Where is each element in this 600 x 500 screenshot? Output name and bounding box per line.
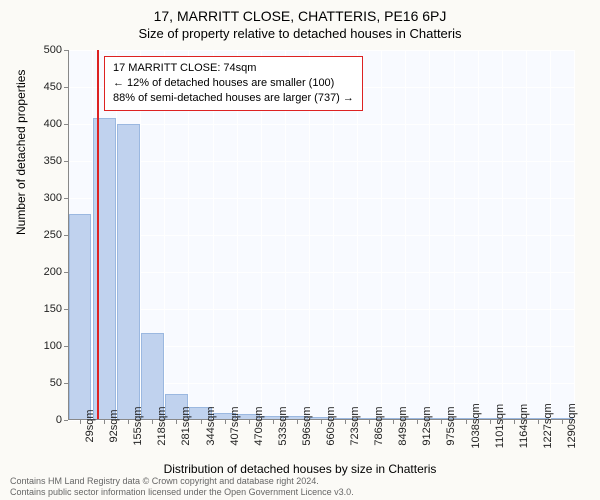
x-tick-label: 92sqm <box>108 409 120 442</box>
chart-plot-area: 050100150200250300350400450500 29sqm92sq… <box>68 50 574 420</box>
grid-line <box>526 50 527 420</box>
grid-line <box>454 50 455 420</box>
x-tick-label: 1164sqm <box>518 404 530 448</box>
x-tick-label: 1227sqm <box>542 403 554 448</box>
x-tick-mark <box>562 420 563 424</box>
y-tick-mark <box>64 309 68 310</box>
x-tick-mark <box>152 420 153 424</box>
grid-line <box>502 50 503 420</box>
grid-line <box>68 50 574 51</box>
x-tick-mark <box>273 420 274 424</box>
x-tick-label: 155sqm <box>132 406 144 445</box>
grid-line <box>550 50 551 420</box>
x-tick-label: 470sqm <box>253 406 265 445</box>
y-tick-mark <box>64 161 68 162</box>
x-tick-label: 912sqm <box>421 406 433 445</box>
attribution-line: Contains public sector information licen… <box>10 487 590 498</box>
x-tick-label: 533sqm <box>277 406 289 445</box>
x-tick-mark <box>201 420 202 424</box>
x-tick-label: 29sqm <box>84 409 96 442</box>
y-tick-label: 0 <box>56 414 62 426</box>
grid-line <box>574 50 575 420</box>
x-tick-mark <box>225 420 226 424</box>
x-tick-mark <box>441 420 442 424</box>
x-tick-mark <box>514 420 515 424</box>
x-tick-label: 786sqm <box>373 406 385 445</box>
y-tick-label: 100 <box>44 340 62 352</box>
y-tick-mark <box>64 383 68 384</box>
x-tick-label: 975sqm <box>445 406 457 445</box>
grid-line <box>429 50 430 420</box>
x-tick-label: 723sqm <box>349 406 361 445</box>
y-tick-label: 400 <box>44 118 62 130</box>
y-tick-label: 50 <box>50 377 62 389</box>
annotation-line: 88% of semi-detached houses are larger (… <box>113 91 354 106</box>
x-tick-mark <box>466 420 467 424</box>
x-axis-title: Distribution of detached houses by size … <box>0 462 600 476</box>
x-tick-label: 596sqm <box>301 406 313 445</box>
y-tick-mark <box>64 235 68 236</box>
x-tick-mark <box>538 420 539 424</box>
attribution-text: Contains HM Land Registry data © Crown c… <box>0 476 600 498</box>
attribution-line: Contains HM Land Registry data © Crown c… <box>10 476 590 487</box>
x-tick-mark <box>393 420 394 424</box>
reference-line <box>97 50 99 420</box>
bar <box>69 214 92 420</box>
x-tick-label: 344sqm <box>205 406 217 445</box>
y-tick-label: 300 <box>44 192 62 204</box>
x-tick-mark <box>176 420 177 424</box>
y-tick-mark <box>64 346 68 347</box>
grid-line <box>68 272 574 273</box>
y-tick-mark <box>64 420 68 421</box>
grid-line <box>68 235 574 236</box>
x-tick-label: 1290sqm <box>566 403 578 448</box>
x-tick-mark <box>104 420 105 424</box>
y-tick-label: 250 <box>44 229 62 241</box>
y-axis-line <box>68 50 69 420</box>
y-tick-mark <box>64 50 68 51</box>
annotation-line: ← 12% of detached houses are smaller (10… <box>113 76 354 91</box>
y-tick-mark <box>64 87 68 88</box>
grid-line <box>478 50 479 420</box>
y-tick-label: 500 <box>44 44 62 56</box>
page-title: 17, MARRITT CLOSE, CHATTERIS, PE16 6PJ <box>0 0 600 24</box>
grid-line <box>381 50 382 420</box>
page-subtitle: Size of property relative to detached ho… <box>0 24 600 41</box>
y-tick-label: 450 <box>44 81 62 93</box>
x-tick-mark <box>490 420 491 424</box>
x-tick-mark <box>369 420 370 424</box>
annotation-box: 17 MARRITT CLOSE: 74sqm← 12% of detached… <box>104 56 363 111</box>
x-tick-label: 281sqm <box>180 406 192 445</box>
y-tick-mark <box>64 124 68 125</box>
x-tick-label: 849sqm <box>397 406 409 445</box>
y-tick-label: 350 <box>44 155 62 167</box>
annotation-line: 17 MARRITT CLOSE: 74sqm <box>113 61 354 76</box>
grid-line <box>68 309 574 310</box>
x-tick-mark <box>417 420 418 424</box>
x-tick-mark <box>297 420 298 424</box>
x-tick-label: 218sqm <box>156 406 168 445</box>
x-tick-mark <box>80 420 81 424</box>
y-tick-mark <box>64 198 68 199</box>
x-tick-label: 1101sqm <box>494 404 506 448</box>
y-axis-title: Number of detached properties <box>14 70 28 235</box>
x-tick-label: 660sqm <box>325 406 337 445</box>
grid-line <box>68 198 574 199</box>
y-tick-label: 200 <box>44 266 62 278</box>
x-tick-mark <box>345 420 346 424</box>
x-tick-label: 407sqm <box>229 406 241 445</box>
grid-line <box>68 161 574 162</box>
x-tick-mark <box>321 420 322 424</box>
x-tick-mark <box>128 420 129 424</box>
x-tick-label: 1038sqm <box>470 403 482 448</box>
y-tick-label: 150 <box>44 303 62 315</box>
grid-line <box>68 124 574 125</box>
bar <box>117 124 140 420</box>
x-tick-mark <box>249 420 250 424</box>
grid-line <box>405 50 406 420</box>
y-tick-mark <box>64 272 68 273</box>
